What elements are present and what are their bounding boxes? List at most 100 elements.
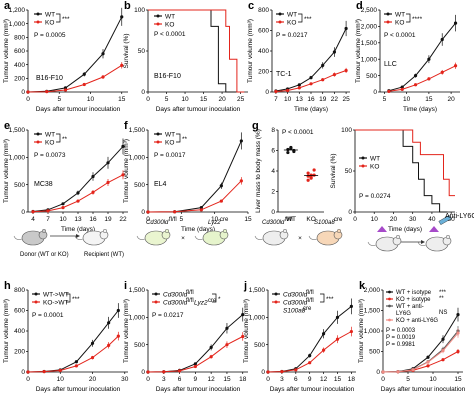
- k-data-point: [441, 349, 445, 353]
- k-xtick-label: 10: [429, 376, 437, 383]
- h-data-point: [26, 370, 30, 374]
- c-xtick-label: 13: [296, 96, 304, 103]
- d-ytick-label: 0: [373, 89, 377, 96]
- g2-p-value: P = 0.0274: [359, 193, 391, 200]
- i-x-axis-label: Days after tumour inoculation: [156, 386, 241, 393]
- g1-data-point: [309, 173, 313, 177]
- c-xtick-label: 10: [284, 96, 292, 103]
- i-data-point: [193, 362, 197, 366]
- e-sig-bracket: [56, 133, 61, 143]
- j-left-sup: fl/fl: [285, 217, 293, 223]
- e-xtick-label: 7: [46, 216, 50, 223]
- k-y-axis-label: Tumour volume (mm³): [358, 299, 365, 363]
- e-ytick-label: 1,000: [9, 155, 26, 162]
- k-data-point: [426, 355, 430, 359]
- a-xtick-label: 10: [87, 96, 95, 103]
- e-xtick-label: 13: [74, 216, 82, 223]
- k-data-point: [411, 368, 415, 372]
- h-x-axis-label: Days after tumour inoculation: [36, 386, 121, 393]
- f-axes: [146, 129, 249, 214]
- a-panel-letter: a: [4, 0, 11, 12]
- j-significance: ***: [326, 296, 334, 303]
- f-legend-label-0: WT: [165, 131, 175, 138]
- d-legend-marker-1: [386, 20, 390, 24]
- d-data-point: [427, 57, 431, 61]
- i-legend-label-0: Cd300ld: [163, 291, 188, 298]
- c-ytick-label: 400: [258, 48, 269, 55]
- a-p-value: P = 0.0005: [34, 32, 66, 39]
- g1-xtick-label: KO: [306, 216, 315, 223]
- k-right-mouse: [417, 234, 452, 252]
- i-legend-marker-1: [154, 300, 158, 304]
- i-ytick-label: 1,500: [129, 287, 146, 294]
- a-tumour-label: B16-F10: [36, 75, 63, 82]
- c-y-axis-label: Tumour volume (mm³): [247, 19, 254, 83]
- h-data-point: [42, 369, 46, 374]
- e-y-axis-label: Tumour volume (mm³): [3, 139, 10, 203]
- g1-ytick-label: 0: [271, 209, 275, 216]
- k-right-mouse-ear: [445, 234, 451, 240]
- c-xtick-label: 16: [307, 96, 315, 103]
- i-xtick-label: 0: [146, 376, 150, 383]
- e-data-point: [46, 209, 50, 213]
- i-data-point: [241, 334, 245, 339]
- k-significance-1: **: [439, 296, 444, 302]
- d-xtick-label: 10: [403, 96, 411, 103]
- c-data-point: [309, 76, 313, 80]
- g2-xtick-label: 20: [390, 216, 398, 223]
- i-data-point: [225, 326, 229, 330]
- f-legend-marker-0: [156, 132, 160, 136]
- d-legend-label-1: KO: [395, 19, 404, 26]
- k-left-mouse-tail: [367, 241, 377, 246]
- g1-ytick-label: 6: [271, 148, 275, 155]
- k-arrowhead: [421, 240, 425, 244]
- k-legend-label-1: KO + isotype: [396, 297, 431, 303]
- g2-xtick-label: 10: [371, 216, 379, 223]
- i-legend-sup-0: fl/fl: [186, 290, 194, 296]
- h-xtick-label: 20: [89, 376, 97, 383]
- a-ytick-label: 600: [14, 48, 25, 55]
- g1-data-point: [306, 174, 310, 178]
- j-ytick-label: 500: [254, 342, 265, 349]
- d-ytick-label: 500: [366, 73, 377, 80]
- f-legend-marker-1: [156, 140, 160, 144]
- i-legend-label-1: Cd300ld: [163, 299, 188, 306]
- k-legend-label-2: WT + anti-: [396, 304, 424, 310]
- k-p-value-0: P = 0.0003: [386, 328, 416, 334]
- a-data-point: [101, 75, 105, 79]
- a-data-point: [63, 88, 68, 92]
- e-significance: **: [62, 136, 68, 143]
- c-data-point: [344, 26, 348, 31]
- i-data-point: [209, 355, 213, 359]
- k-data-point: [456, 313, 460, 317]
- f-panel-letter: f: [124, 120, 128, 132]
- j-legend-extra-sup: cre: [303, 306, 312, 312]
- b-xtick-label: 25: [237, 96, 245, 103]
- k-xtick-label: 15: [454, 376, 462, 383]
- g1-data-point: [306, 171, 310, 175]
- h-ytick-label: 400: [14, 328, 25, 335]
- a-legend-label-1: KO: [45, 19, 54, 26]
- e-tumour-label: MC38: [34, 181, 53, 188]
- i-ytick-label: 0: [141, 369, 145, 376]
- f-ytick-label: 1,000: [129, 155, 146, 162]
- c-data-point: [297, 83, 301, 87]
- d-series-line-0: [388, 22, 456, 92]
- h-p-value: P = 0.0001: [32, 312, 64, 319]
- a-ytick-label: 200: [14, 76, 25, 83]
- e-data-point: [121, 173, 125, 177]
- j-xtick-label: 0: [266, 376, 270, 383]
- h-donor-mouse-tail: [13, 235, 23, 240]
- d-legend-label-0: WT: [395, 11, 405, 18]
- j-legend-sup-1: fl/fl: [306, 298, 314, 304]
- b-xtick-label: 5: [165, 96, 169, 103]
- k-data-point: [426, 364, 430, 368]
- k-legend-marker-1: [388, 297, 391, 301]
- g2-xtick-label: 40: [428, 216, 436, 223]
- b-xtick-label: 15: [200, 96, 208, 103]
- i-legend-extra: Lyz2: [194, 299, 208, 306]
- h-series-line-1: [27, 335, 119, 373]
- e-xtick-label: 10: [59, 216, 67, 223]
- i-sig-bracket: [212, 293, 217, 303]
- i-legend-extra-sup: cre: [208, 298, 217, 304]
